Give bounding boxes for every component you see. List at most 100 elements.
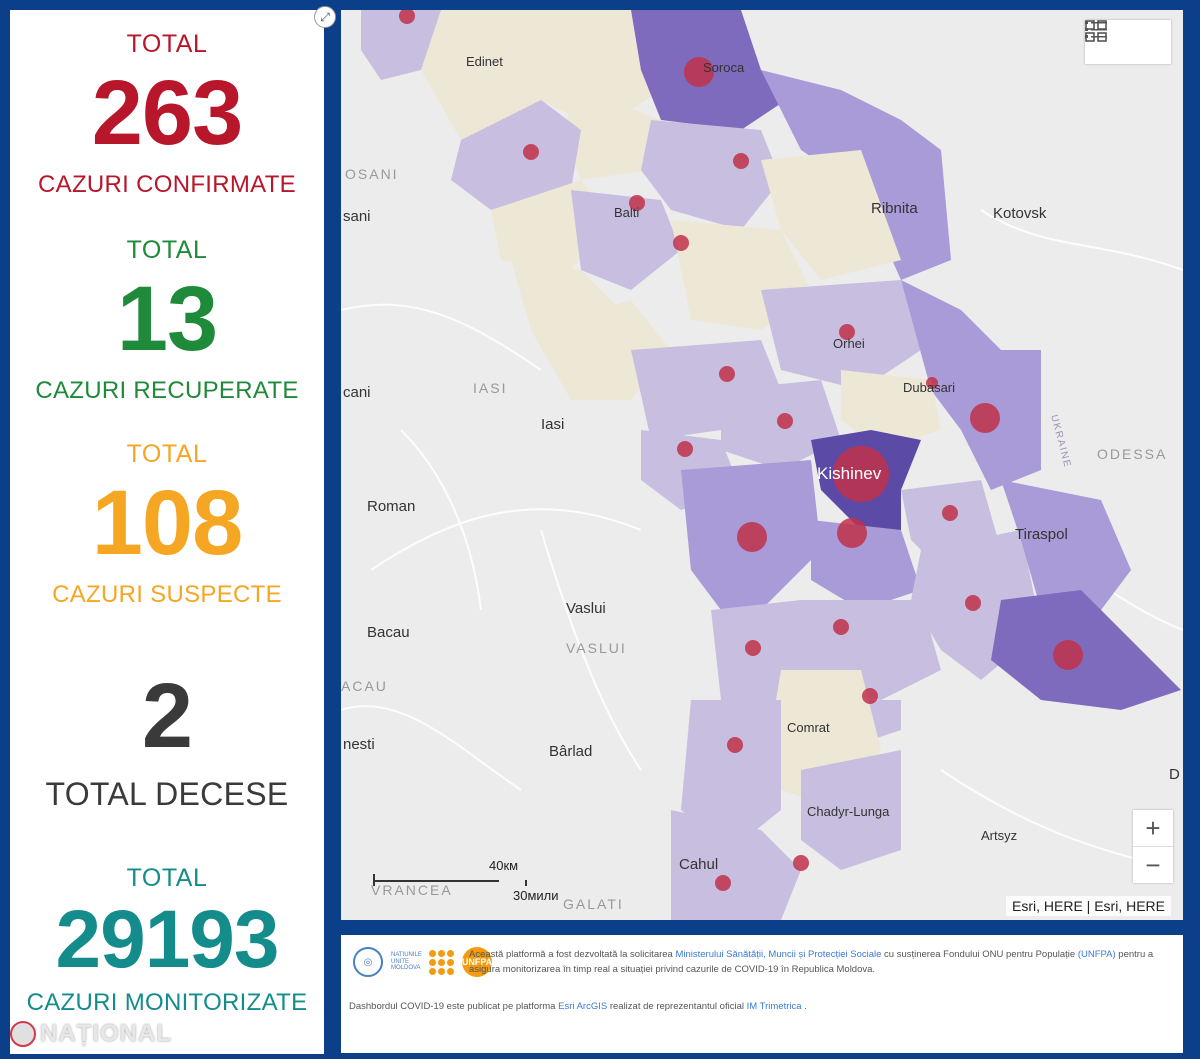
district-edinet-west xyxy=(361,10,441,80)
cluster-marker xyxy=(1053,640,1083,670)
map-label-bacau: Bacau xyxy=(367,624,410,641)
suspected-count: 108 xyxy=(91,472,244,574)
district-balti xyxy=(571,190,681,290)
map-label-artsyz: Artsyz xyxy=(981,828,1018,843)
confirmed-block: TOTAL 263 CAZURI CONFIRMATE xyxy=(10,30,324,199)
monitored-block: TOTAL 29193 CAZURI MONITORIZATE xyxy=(10,864,324,1017)
district-stefan-voda xyxy=(991,590,1181,710)
cluster-marker xyxy=(745,640,761,656)
map-label-odessa: ODESSA xyxy=(1097,446,1168,462)
zoom-out-button[interactable]: − xyxy=(1145,849,1161,880)
cluster-marker xyxy=(942,505,958,521)
watermark-icon xyxy=(10,1021,36,1047)
deaths-count: 2 xyxy=(141,665,193,767)
footer-text-1b: cu susținerea Fondului ONU pentru Popula… xyxy=(881,949,1078,960)
un-logo-label: NATIUNILE UNITE MOLDOVA xyxy=(391,952,422,972)
district-ialoveni xyxy=(811,520,921,610)
zoom-in-button[interactable]: + xyxy=(1133,810,1173,847)
cluster-marker xyxy=(523,144,539,160)
recovered-count: 13 xyxy=(116,268,218,370)
map-label-botosani: sani xyxy=(343,208,371,225)
stats-panel: TOTAL 263 CAZURI CONFIRMATE TOTAL 13 CAZ… xyxy=(10,10,324,1054)
esri-link[interactable]: Esri ArcGIS xyxy=(558,1001,608,1012)
cluster-marker xyxy=(733,153,749,169)
map-label-pascani: cani xyxy=(343,384,371,401)
unfpa-logo: UNFPA xyxy=(462,947,492,977)
cluster-marker xyxy=(965,595,981,611)
expand-icon[interactable]: ⤢ xyxy=(314,6,336,28)
grid-icon[interactable] xyxy=(1085,20,1164,56)
map-view[interactable]: Edinet Soroca Balti Ribnita Kotovsk Orhe… xyxy=(341,10,1183,920)
map-label-soroca: Soroca xyxy=(703,60,745,75)
confirmed-total-label: TOTAL xyxy=(126,30,208,58)
map-label-onesti: nesti xyxy=(343,736,375,753)
cluster-marker xyxy=(833,619,849,635)
map-label-botosani-region: OSANI xyxy=(345,166,399,182)
partner-logos: ◎ NATIUNILE UNITE MOLDOVA UNFPA xyxy=(353,947,492,977)
footer-text-2: Dashbordul COVID-19 este publicat pe pla… xyxy=(349,1001,1169,1012)
district-soroca xyxy=(631,10,801,130)
zoom-control: + − xyxy=(1133,810,1173,883)
scale-km-label: 40км xyxy=(489,858,519,873)
district-drochia xyxy=(561,90,661,180)
cluster-marker xyxy=(719,366,735,382)
cluster-marker xyxy=(970,403,1000,433)
footer-text-1a: Această platformă a fost dezvoltată la s… xyxy=(469,949,676,960)
cluster-marker xyxy=(862,688,878,704)
map-label-chadyr-lunga: Chadyr-Lunga xyxy=(807,804,890,819)
map-label-vaslui-region: VASLUI xyxy=(566,640,627,656)
scale-mi-bar xyxy=(373,880,527,886)
un-logo-icon: ◎ xyxy=(353,947,383,977)
district-rezina xyxy=(761,150,901,280)
footer-text-2a: Dashbordul COVID-19 este publicat pe pla… xyxy=(349,1001,559,1012)
cluster-marker xyxy=(793,855,809,871)
confirmed-label: CAZURI CONFIRMATE xyxy=(38,171,296,198)
map-canvas[interactable] xyxy=(341,10,1183,920)
district-tiraspol xyxy=(1001,480,1131,610)
cluster-marker xyxy=(839,324,855,340)
confirmed-count: 263 xyxy=(91,62,244,164)
map-attribution[interactable]: Esri, HERE | Esri, HERE xyxy=(1006,896,1171,916)
dots-logo-icon xyxy=(429,949,454,975)
footer-text-2c: . xyxy=(801,1001,807,1012)
district-ungheni xyxy=(531,300,671,400)
map-label-iasi-region: IASI xyxy=(473,380,508,396)
cluster-marker xyxy=(727,737,743,753)
map-label-barlad: Bârlad xyxy=(549,743,593,760)
map-label-edinet: Edinet xyxy=(466,54,503,69)
map-label-orhei: Orhei xyxy=(833,336,865,351)
ministry-link[interactable]: Ministerului Sănătății, Muncii și Protec… xyxy=(675,949,882,960)
district-cahul xyxy=(671,810,801,920)
district-cantemir xyxy=(681,700,781,850)
cluster-marker xyxy=(677,441,693,457)
deaths-label: TOTAL DECESE xyxy=(45,776,289,812)
cluster-marker xyxy=(777,413,793,429)
footer-text-2b: realizat de reprezentantul oficial xyxy=(607,1001,747,1012)
unfpa-link[interactable]: (UNFPA) xyxy=(1077,949,1116,960)
map-toolbar xyxy=(1085,20,1171,64)
map-label-roman: Roman xyxy=(367,498,416,515)
footer-text-1: Această platformă a fost dezvoltată la s… xyxy=(469,947,1169,977)
suspected-label: CAZURI SUSPECTE xyxy=(52,581,282,608)
map-label-vrancea-region: VRANCEA xyxy=(371,882,453,898)
monitored-count: 29193 xyxy=(55,894,279,985)
watermark-logo: NAȚIONAL xyxy=(10,1020,172,1048)
trimetrica-link[interactable]: IM Trimetrica xyxy=(746,1001,802,1012)
cluster-marker xyxy=(926,377,938,389)
monitored-label: CAZURI MONITORIZATE xyxy=(26,989,308,1016)
map-label-galati-region: GALATI xyxy=(563,896,624,912)
map-label-balti: Balti xyxy=(614,205,640,220)
district-taraclia xyxy=(801,750,901,870)
map-label-cahul: Cahul xyxy=(679,856,719,873)
district-criuleni xyxy=(841,370,941,450)
recovered-block: TOTAL 13 CAZURI RECUPERATE xyxy=(10,236,324,405)
deaths-block: 2 TOTAL DECESE xyxy=(10,670,324,813)
map-label-kotovsk: Kotovsk xyxy=(993,205,1047,222)
scale-mi-label: 30мили xyxy=(513,888,559,903)
monitored-total-label: TOTAL xyxy=(126,864,208,892)
watermark-text: NAȚIONAL xyxy=(40,1020,172,1047)
map-label-iasi: Iasi xyxy=(541,416,565,433)
district-dubasari-east xyxy=(901,280,1041,490)
footer-text-1c: pentru a asigura monitorizarea în timp r… xyxy=(469,949,1154,976)
cluster-marker xyxy=(399,10,415,24)
